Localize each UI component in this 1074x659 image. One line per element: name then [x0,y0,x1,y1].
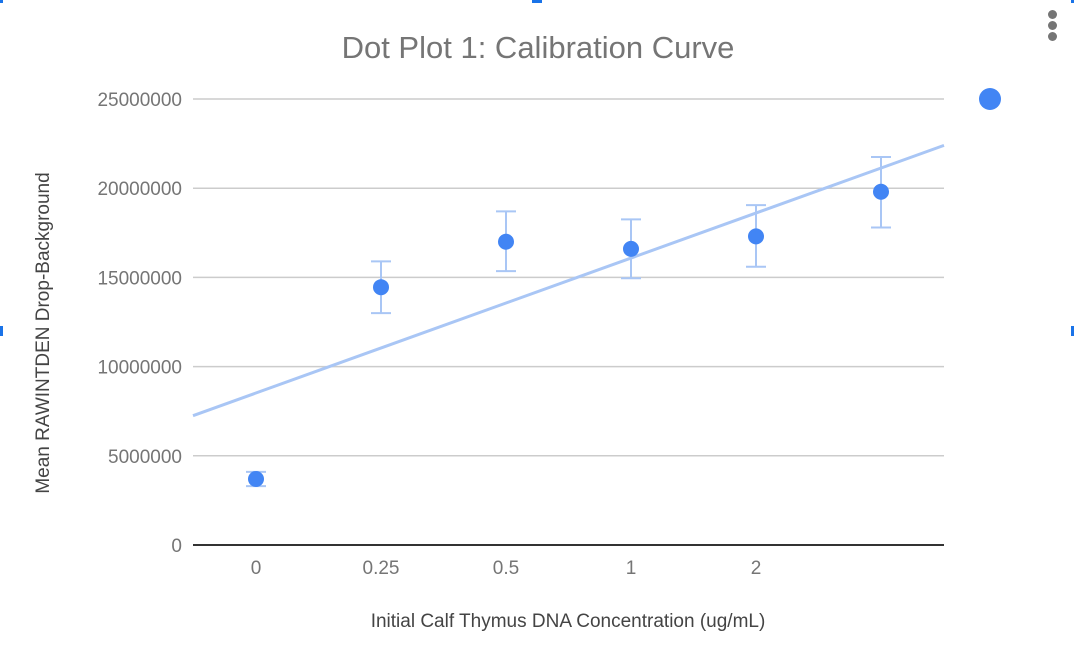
y-tick-label: 10000000 [97,358,182,379]
data-points [248,183,889,487]
selection-handle-top-right[interactable] [1071,0,1074,3]
x-tick-label: 0.25 [363,558,400,579]
y-tick-label: 25000000 [97,90,182,111]
y-tick-label: 15000000 [97,268,182,289]
data-point[interactable] [873,183,889,200]
legend-marker[interactable] [979,88,1001,110]
chart-title: Dot Plot 1: Calibration Curve [342,30,735,65]
data-point[interactable] [748,228,764,245]
data-point[interactable] [623,240,639,257]
more-vert-icon [1048,10,1057,19]
x-tick-label: 1 [626,558,637,579]
x-tick-labels: 0 0.25 0.5 1 2 [251,558,762,579]
selection-handle-top[interactable] [532,0,542,3]
trendline-group [192,143,945,418]
trendline [192,143,945,418]
y-tick-label: 0 [171,536,182,557]
more-vert-icon-dot [1048,21,1057,30]
data-point[interactable] [248,470,264,487]
data-point[interactable] [498,233,514,250]
y-axis-title: Mean RAWINTDEN Drop-Background [33,172,54,493]
selection-handle-right[interactable] [1071,326,1074,336]
selection-handle-left[interactable] [0,326,3,336]
x-axis-title: Initial Calf Thymus DNA Concentration (u… [371,611,766,632]
data-point[interactable] [373,279,389,296]
error-bars [246,155,891,488]
y-tick-label: 20000000 [97,179,182,200]
gridlines [193,98,944,457]
x-tick-label: 0.5 [493,558,519,579]
more-vert-icon-dot [1048,32,1057,41]
x-tick-label: 2 [751,558,762,579]
chart-menu-button[interactable] [1044,10,1062,44]
selection-handle-top-left[interactable] [0,0,3,3]
y-tick-labels: 0 5000000 10000000 15000000 20000000 25000000 [97,90,182,557]
y-tick-label: 5000000 [108,447,182,468]
x-tick-label: 0 [251,558,262,579]
